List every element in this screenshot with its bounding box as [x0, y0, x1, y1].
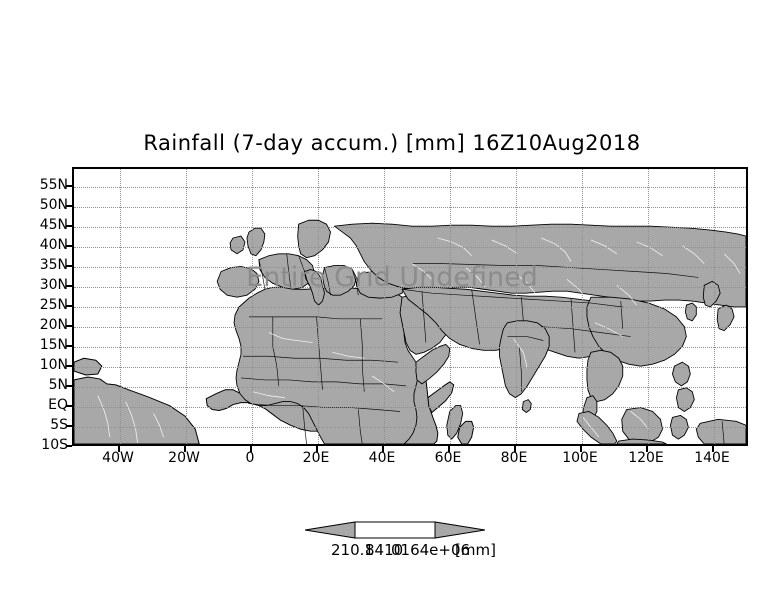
gridline-vertical — [120, 169, 121, 444]
gridline-vertical — [582, 169, 583, 444]
x-axis-label-100e: 100E — [562, 450, 598, 466]
y-axis-label-5s: 5S — [50, 417, 68, 433]
x-axis-label-80e: 80E — [500, 450, 528, 466]
gridline-horizontal — [74, 307, 746, 308]
gridline-horizontal — [74, 227, 746, 228]
colorbar[interactable] — [305, 519, 485, 541]
x-axis-tick — [382, 446, 384, 452]
x-axis-tick — [580, 446, 582, 452]
x-axis-tick — [316, 446, 318, 452]
gridline-horizontal — [74, 187, 746, 188]
gridline-horizontal — [74, 287, 746, 288]
y-axis-label-15n: 15N — [39, 337, 68, 353]
gridline-vertical — [450, 169, 451, 444]
y-axis-label-45n: 45N — [39, 217, 68, 233]
x-axis-tick — [448, 446, 450, 452]
x-axis-label-120e: 120E — [628, 450, 664, 466]
gridline-horizontal — [74, 427, 746, 428]
gridline-horizontal — [74, 407, 746, 408]
gridline-vertical — [252, 169, 253, 444]
gridline-vertical — [516, 169, 517, 444]
y-axis-tick — [66, 285, 72, 287]
x-axis-tick — [646, 446, 648, 452]
y-axis-label-50n: 50N — [39, 197, 68, 213]
x-axis-label-140e: 140E — [694, 450, 730, 466]
y-axis-label-55n: 55N — [39, 177, 68, 193]
y-axis-label-10n: 10N — [39, 357, 68, 373]
colorbar-tick-label-min: 210.1 — [331, 541, 374, 559]
y-axis-tick — [66, 225, 72, 227]
gridline-horizontal — [74, 267, 746, 268]
x-axis-label-60e: 60E — [434, 450, 462, 466]
y-axis-tick — [66, 365, 72, 367]
y-axis-label-10s: 10S — [41, 437, 68, 453]
gridline-vertical — [714, 169, 715, 444]
gridline-horizontal — [74, 387, 746, 388]
colorbar-tick-label-max: 0164e+06 — [391, 541, 471, 559]
y-axis-label-5n: 5N — [48, 377, 68, 393]
gridline-horizontal — [74, 347, 746, 348]
y-axis-label-35n: 35N — [39, 257, 68, 273]
y-axis-tick — [66, 405, 72, 407]
gridline-vertical — [648, 169, 649, 444]
gridline-horizontal — [74, 367, 746, 368]
y-axis-tick — [66, 265, 72, 267]
colorbar-units-label: [mm] — [455, 541, 496, 559]
y-axis-tick — [66, 245, 72, 247]
gridline-vertical — [318, 169, 319, 444]
x-axis-tick — [184, 446, 186, 452]
y-axis-tick — [66, 385, 72, 387]
y-axis-tick — [66, 345, 72, 347]
y-axis-tick — [66, 185, 72, 187]
map-plot-area[interactable] — [72, 167, 748, 446]
x-axis-label-40w: 40W — [102, 450, 134, 466]
x-axis-label-20w: 20W — [168, 450, 200, 466]
gridline-vertical — [186, 169, 187, 444]
x-axis-tick — [250, 446, 252, 452]
x-axis-label-0: 0 — [245, 450, 255, 466]
gridline-horizontal — [74, 207, 746, 208]
x-axis-label-40e: 40E — [368, 450, 396, 466]
gridline-vertical — [384, 169, 385, 444]
y-axis-label-40n: 40N — [39, 237, 68, 253]
x-axis-tick — [712, 446, 714, 452]
y-axis-tick — [66, 205, 72, 207]
gridline-horizontal — [74, 247, 746, 248]
y-axis-tick — [66, 305, 72, 307]
x-axis-label-20e: 20E — [302, 450, 330, 466]
x-axis-tick — [118, 446, 120, 452]
y-axis-tick — [66, 445, 72, 447]
colorbar-tick-labels: 210.1 8410 0164e+06 [mm] — [0, 541, 784, 559]
y-axis-label-eq: EQ — [48, 397, 68, 413]
y-axis-label-30n: 30N — [39, 277, 68, 293]
x-axis-tick — [514, 446, 516, 452]
gridline-horizontal — [74, 327, 746, 328]
page-title: Rainfall (7-day accum.) [mm] 16Z10Aug201… — [143, 131, 641, 155]
y-axis-tick — [66, 325, 72, 327]
colorbar-tick-label-mid: 8410 — [365, 541, 404, 559]
y-axis-tick — [66, 425, 72, 427]
y-axis-label-25n: 25N — [39, 297, 68, 313]
y-axis-label-20n: 20N — [39, 317, 68, 333]
